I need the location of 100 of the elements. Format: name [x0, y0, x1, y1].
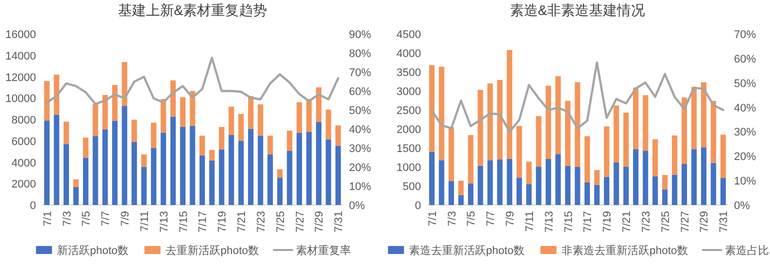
bar [54, 114, 60, 205]
bar [44, 120, 50, 205]
x-tick-label: 7/31 [718, 211, 730, 232]
legend-label: 素造占比 [725, 244, 770, 257]
y2-tick-label: 90% [349, 29, 372, 41]
bar [584, 182, 590, 205]
x-tick-label: 7/21 [621, 211, 634, 232]
bar [238, 114, 244, 141]
y-tick-label: 16000 [5, 29, 36, 41]
bar [248, 129, 254, 205]
bar [468, 183, 474, 205]
y2-tick-label: 70% [349, 67, 372, 79]
legend-label: 素材重复率 [296, 244, 352, 257]
bar [429, 152, 435, 205]
bar [296, 132, 302, 205]
bar [458, 195, 464, 205]
bar [199, 155, 205, 205]
bar [170, 116, 176, 205]
x-tick-label: 7/19 [602, 211, 614, 232]
bar [122, 62, 128, 106]
x-tick-label: 7/25 [660, 211, 672, 232]
y-tick-label: 2000 [396, 124, 421, 136]
y-tick-label: 0 [30, 200, 36, 212]
bar [720, 178, 726, 205]
bar [170, 80, 176, 117]
bar [267, 154, 273, 205]
y2-tick-label: 70% [734, 29, 756, 41]
legend-label: 非素造去重新活跃photo数 [562, 244, 688, 257]
bar [64, 144, 69, 205]
bar [497, 159, 503, 205]
legend-label: 去重新活跃photo数 [166, 244, 260, 257]
bar [623, 166, 629, 205]
bar [565, 100, 571, 166]
bar [267, 136, 273, 154]
y2-tick-label: 80% [349, 48, 372, 60]
bar [478, 166, 484, 205]
bar [710, 162, 716, 205]
bar [516, 178, 522, 205]
bar [458, 180, 464, 196]
bar [701, 147, 706, 205]
x-tick-label: 7/27 [679, 211, 692, 232]
bar [150, 148, 156, 205]
y2-tick-label: 50% [349, 105, 372, 117]
y2-tick-label: 40% [349, 124, 372, 136]
bar [487, 160, 493, 205]
bar [132, 142, 137, 205]
bar [180, 97, 186, 127]
bar [536, 166, 542, 205]
bar [555, 76, 561, 154]
bar [92, 136, 98, 205]
y2-tick-label: 20% [349, 162, 372, 174]
bar [82, 158, 88, 205]
bar [478, 90, 484, 166]
x-tick-label: 7/11 [138, 211, 151, 232]
y-tick-label: 8000 [12, 114, 36, 126]
bar [73, 186, 79, 205]
bar [614, 162, 620, 205]
bar [248, 96, 254, 130]
bar [623, 112, 629, 167]
x-tick-label: 7/11 [524, 211, 536, 232]
y2-tick-label: 30% [349, 143, 372, 155]
bar [316, 122, 322, 205]
y2-tick-label: 10% [349, 181, 372, 193]
bar [286, 130, 292, 151]
x-tick-label: 7/13 [543, 211, 556, 232]
bar [258, 104, 264, 136]
bar [326, 110, 332, 140]
bar [526, 162, 532, 184]
bar [132, 120, 137, 142]
bar [335, 125, 341, 146]
bar [180, 126, 186, 205]
bar [209, 160, 215, 205]
bar [209, 150, 215, 160]
bar [190, 126, 196, 205]
x-tick-label: 7/1 [426, 211, 439, 226]
y2-tick-label: 0% [349, 200, 366, 212]
y2-tick-label: 50% [734, 78, 756, 90]
bar [662, 174, 668, 190]
bar [228, 134, 234, 205]
y-tick-label: 10000 [5, 93, 36, 106]
bar [122, 106, 128, 205]
x-tick-label: 7/23 [255, 211, 268, 232]
bar [574, 167, 580, 205]
x-tick-label: 7/3 [61, 211, 74, 226]
bar [682, 97, 688, 164]
x-tick-label: 7/29 [314, 211, 326, 232]
y2-tick-label: 0% [734, 200, 750, 212]
bar [64, 122, 69, 144]
x-tick-label: 7/1 [42, 211, 54, 226]
x-tick-label: 7/5 [80, 211, 93, 226]
bar [448, 127, 454, 182]
y-tick-label: 2500 [396, 105, 421, 117]
bar [258, 136, 264, 205]
bar [701, 82, 706, 148]
bar [642, 95, 648, 151]
bar [82, 138, 88, 158]
x-tick-label: 7/13 [158, 211, 170, 232]
bar [448, 181, 454, 205]
y-tick-label: 2000 [12, 178, 36, 191]
bar [468, 135, 474, 184]
